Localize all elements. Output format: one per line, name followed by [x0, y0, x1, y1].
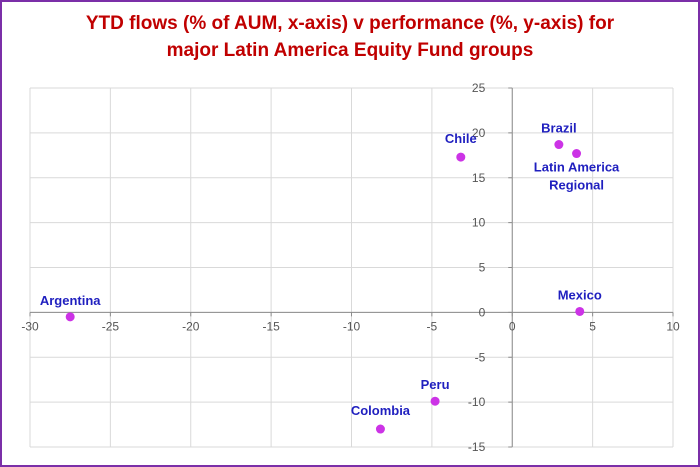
x-tick-label: 10 — [666, 319, 680, 333]
point-label: Mexico — [558, 287, 602, 302]
x-tick-label: 0 — [509, 319, 516, 333]
y-tick-label: 0 — [479, 305, 486, 319]
point-label: Brazil — [541, 121, 576, 136]
point-label: Peru — [421, 377, 450, 392]
x-tick-label: -5 — [427, 319, 438, 333]
data-point — [430, 396, 440, 406]
y-tick-label: -10 — [468, 395, 486, 409]
y-tick-label: 20 — [472, 126, 486, 140]
point-label: Colombia — [351, 403, 411, 418]
point-label: Chile — [445, 131, 477, 146]
y-tick-label: 15 — [472, 171, 486, 185]
point-label: Regional — [549, 178, 604, 193]
data-point — [65, 312, 75, 322]
chart-title-line-1: YTD flows (% of AUM, x-axis) v performan… — [85, 13, 615, 34]
point-label: Argentina — [40, 293, 101, 308]
data-point — [575, 306, 585, 316]
data-point — [456, 152, 466, 162]
data-point — [554, 140, 564, 150]
chart-title: YTD flows (% of AUM, x-axis) v performan… — [0, 10, 700, 64]
chart-title-line-2: major Latin America Equity Fund groups — [166, 40, 534, 61]
y-tick-label: 10 — [472, 216, 486, 230]
x-tick-label: -30 — [21, 319, 39, 333]
y-tick-label: 25 — [472, 81, 486, 95]
point-label: Latin America — [534, 160, 620, 175]
x-tick-label: -20 — [182, 319, 200, 333]
data-point — [375, 424, 385, 434]
x-tick-label: -15 — [262, 319, 280, 333]
y-tick-label: 5 — [479, 261, 486, 275]
x-tick-label: 5 — [589, 319, 596, 333]
x-tick-label: -10 — [343, 319, 361, 333]
data-point — [572, 149, 582, 159]
y-tick-label: -15 — [468, 440, 486, 454]
y-tick-label: -5 — [475, 350, 486, 364]
x-tick-label: -25 — [102, 319, 120, 333]
